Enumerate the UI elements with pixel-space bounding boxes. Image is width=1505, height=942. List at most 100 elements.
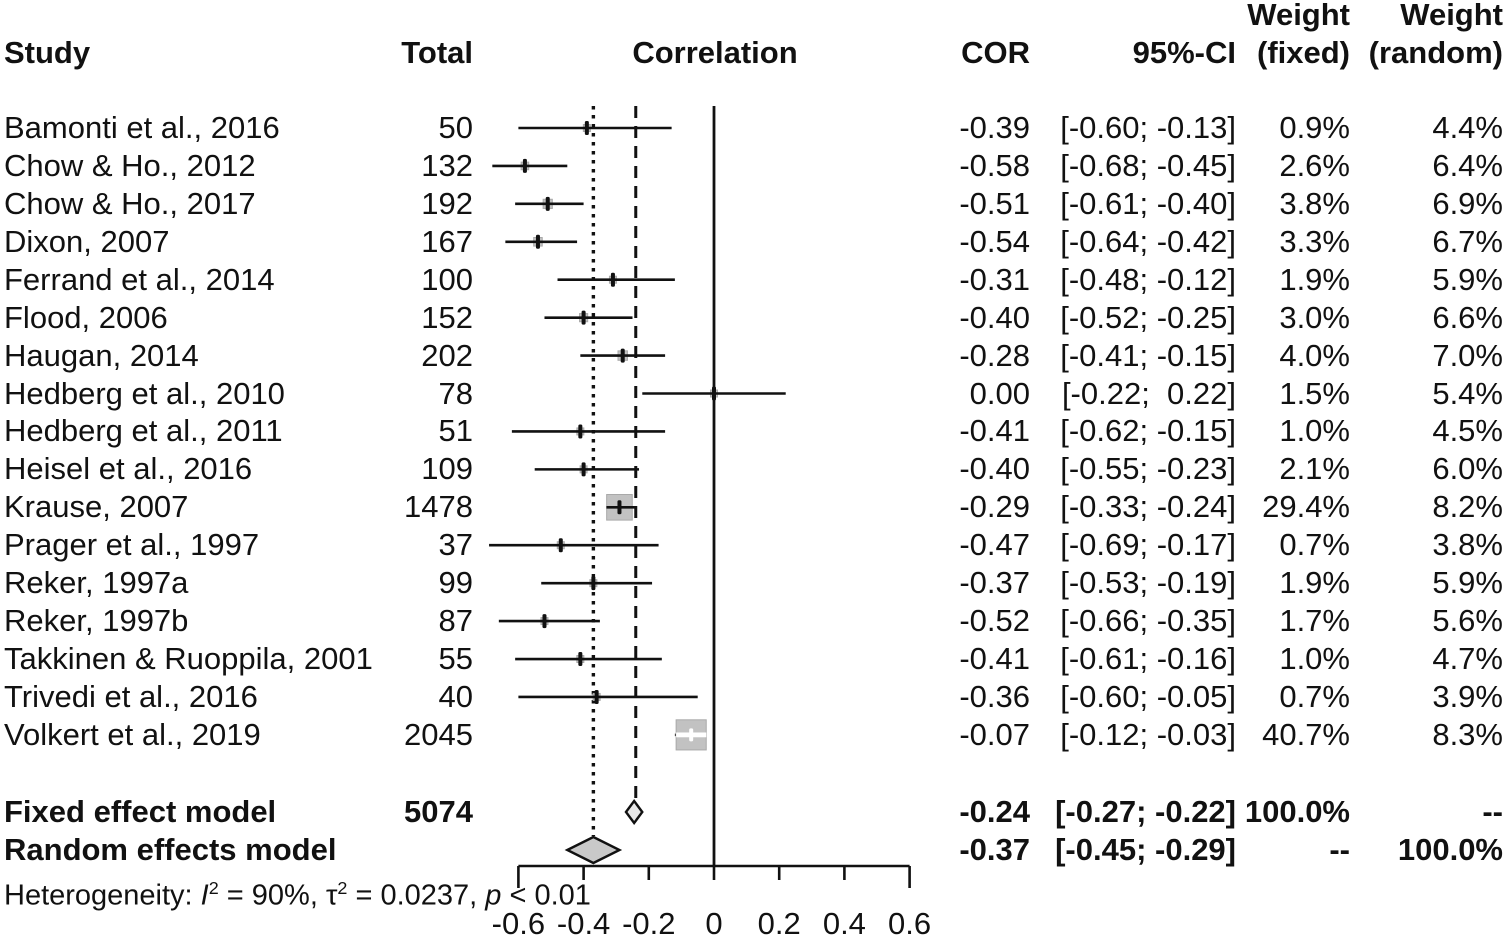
ci-value: [-0.22; 0.22]	[1061, 375, 1236, 411]
weight-fixed-value: 29.4%	[1262, 489, 1350, 525]
study-row: Flood, 2006 152 -0.40 [-0.52; -0.25] 3.0…	[0, 299, 1505, 337]
ci-value: [-0.62; -0.15]	[1060, 413, 1236, 449]
study-row: Heisel et al., 2016 109 -0.40 [-0.55; -0…	[0, 450, 1505, 488]
heterogeneity-segment: 2	[208, 878, 219, 898]
study-row: Krause, 2007 1478 -0.29 [-0.33; -0.24] 2…	[0, 488, 1505, 526]
summary-row: Random effects model -0.37 [-0.45; -0.29…	[0, 831, 1505, 869]
weight-random-value: 4.5%	[1432, 413, 1503, 449]
study-label: Random effects model	[4, 832, 337, 867]
weight-random-value: 7.0%	[1432, 337, 1503, 373]
header-study: Study	[4, 35, 91, 70]
weight-fixed-value: 100.0%	[1244, 794, 1350, 829]
total-value: 55	[438, 641, 473, 677]
total-value: 51	[438, 413, 473, 449]
weight-fixed-value: 1.5%	[1279, 375, 1350, 411]
ci-value: [-0.60; -0.13]	[1060, 110, 1236, 145]
ci-value: [-0.64; -0.42]	[1060, 223, 1236, 259]
heterogeneity-segment: I	[200, 879, 209, 912]
weight-random-value: 6.4%	[1432, 147, 1503, 183]
study-row: Trivedi et al., 2016 40 -0.36 [-0.60; -0…	[0, 678, 1505, 716]
heterogeneity-segment: Heterogeneity:	[4, 879, 201, 912]
total-value: 50	[438, 110, 473, 145]
header-weight-random-line2: (random)	[1368, 35, 1503, 70]
total-value: 167	[421, 223, 473, 259]
study-label: Chow & Ho., 2017	[4, 185, 256, 221]
study-label: Flood, 2006	[4, 299, 168, 335]
study-label: Reker, 1997b	[4, 603, 189, 639]
study-label: Dixon, 2007	[4, 223, 170, 259]
study-label: Takkinen & Ruoppila, 2001	[4, 641, 373, 677]
weight-fixed-value: 3.8%	[1279, 185, 1350, 221]
study-row: Chow & Ho., 2017 192 -0.51 [-0.61; -0.40…	[0, 185, 1505, 223]
header-ci: 95%-CI	[1132, 35, 1236, 70]
weight-fixed-value: --	[1329, 832, 1350, 867]
study-label: Hedberg et al., 2011	[4, 413, 283, 449]
cor-value: -0.39	[959, 110, 1030, 145]
weight-random-value: 5.9%	[1432, 261, 1503, 297]
cor-value: -0.40	[959, 451, 1030, 487]
total-value	[333, 831, 473, 869]
ci-value: [-0.60; -0.05]	[1060, 678, 1236, 714]
total-value: 1478	[404, 489, 473, 525]
axis-tick-label: 0.2	[757, 906, 801, 941]
study-label: Prager et al., 1997	[4, 527, 260, 563]
weight-fixed-value: 1.7%	[1279, 603, 1350, 639]
study-row: Bamonti et al., 2016 50 -0.39 [-0.60; -0…	[0, 109, 1505, 147]
weight-random-value: 8.2%	[1432, 489, 1503, 525]
cor-value: -0.31	[959, 261, 1030, 297]
weight-fixed-value: 0.9%	[1279, 110, 1350, 145]
weight-random-value: 5.6%	[1432, 603, 1503, 639]
total-value: 132	[421, 147, 473, 183]
study-label: Bamonti et al., 2016	[4, 110, 280, 145]
weight-fixed-value: 4.0%	[1279, 337, 1350, 373]
cor-value: -0.36	[959, 678, 1030, 714]
study-row: Haugan, 2014 202 -0.28 [-0.41; -0.15] 4.…	[0, 337, 1505, 375]
cor-value: -0.37	[959, 565, 1030, 601]
weight-random-value: 8.3%	[1432, 716, 1503, 752]
study-row: Volkert et al., 2019 2045 -0.07 [-0.12; …	[0, 716, 1505, 754]
weight-fixed-value: 0.7%	[1279, 678, 1350, 714]
ci-value: [-0.53; -0.19]	[1060, 565, 1236, 601]
study-row: Reker, 1997a 99 -0.37 [-0.53; -0.19] 1.9…	[0, 564, 1505, 602]
weight-fixed-value: 2.6%	[1279, 147, 1350, 183]
ci-value: [-0.61; -0.16]	[1060, 641, 1236, 677]
cor-value: -0.29	[959, 489, 1030, 525]
weight-fixed-value: 40.7%	[1262, 716, 1350, 752]
header-weight-random-line1: Weight	[1400, 0, 1503, 32]
weight-random-value: 5.9%	[1432, 565, 1503, 601]
axis-tick-label: -0.4	[556, 906, 611, 941]
study-label: Heisel et al., 2016	[4, 451, 253, 487]
cor-value: -0.41	[959, 641, 1030, 677]
study-row: Takkinen & Ruoppila, 2001 55 -0.41 [-0.6…	[0, 640, 1505, 678]
ci-value: [-0.69; -0.17]	[1060, 527, 1236, 563]
study-row: Chow & Ho., 2012 132 -0.58 [-0.68; -0.45…	[0, 147, 1505, 185]
heterogeneity-note: Heterogeneity: I2 = 90%, τ2 = 0.0237, p …	[4, 869, 591, 912]
ci-value: [-0.55; -0.23]	[1060, 451, 1236, 487]
total-value: 40	[438, 678, 473, 714]
study-row: Prager et al., 1997 37 -0.47 [-0.69; -0.…	[0, 526, 1505, 564]
weight-random-value: 3.9%	[1432, 678, 1503, 714]
total-value: 78	[438, 375, 473, 411]
header-weight-fixed-line2: (fixed)	[1257, 35, 1350, 70]
weight-random-value: 6.6%	[1432, 299, 1503, 335]
header-correlation: Correlation	[632, 35, 798, 70]
total-value: 99	[438, 565, 473, 601]
total-value: 37	[438, 527, 473, 563]
heterogeneity-segment: 2	[337, 878, 348, 898]
weight-random-value: 5.4%	[1432, 375, 1503, 411]
weight-random-value: 4.4%	[1432, 110, 1503, 145]
ci-value: [-0.68; -0.45]	[1060, 147, 1236, 183]
study-label: Trivedi et al., 2016	[4, 678, 258, 714]
cor-value: -0.41	[959, 413, 1030, 449]
weight-random-value: 100.0%	[1397, 832, 1503, 867]
study-row: Reker, 1997b 87 -0.52 [-0.66; -0.35] 1.7…	[0, 602, 1505, 640]
study-label: Hedberg et al., 2010	[4, 375, 285, 411]
study-row: Hedberg et al., 2010 78 0.00 [-0.22; 0.2…	[0, 375, 1505, 413]
weight-random-value: 3.8%	[1432, 527, 1503, 563]
ci-value: [-0.45; -0.29]	[1055, 832, 1236, 867]
header-cor: COR	[961, 35, 1030, 70]
study-label: Krause, 2007	[4, 489, 189, 525]
axis-tick-label: 0.4	[822, 906, 866, 941]
total-value: 202	[421, 337, 473, 373]
